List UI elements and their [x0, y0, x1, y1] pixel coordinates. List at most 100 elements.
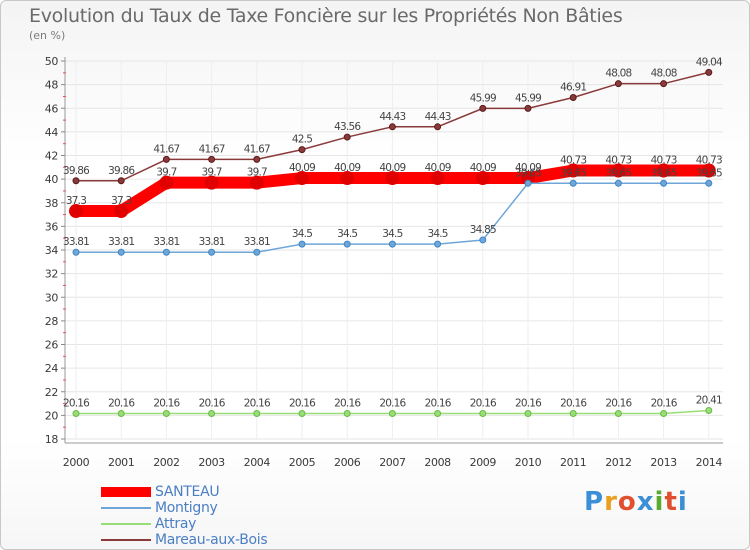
data-label-santeau: 37.3 — [111, 195, 131, 207]
data-point-mareau-aux-bois — [388, 123, 396, 131]
data-label-attray: 20.41 — [696, 395, 722, 407]
y-tick-label: 28 — [45, 315, 59, 328]
data-label-attray: 20.16 — [244, 397, 271, 409]
data-label-attray: 20.16 — [63, 397, 90, 409]
data-point-mareau-aux-bois — [343, 133, 351, 141]
data-point-montigny — [208, 248, 216, 256]
data-label-attray: 20.16 — [425, 397, 452, 409]
data-point-mareau-aux-bois — [72, 177, 80, 185]
x-tick-label: 2010 — [515, 456, 542, 469]
y-tick-label: 42 — [45, 150, 58, 163]
data-point-attray — [388, 409, 396, 417]
legend-swatch — [101, 487, 151, 497]
y-tick-label: 18 — [45, 433, 59, 446]
data-point-montigny — [343, 240, 351, 248]
logo-letter: t — [664, 487, 678, 517]
data-point-montigny — [388, 240, 396, 248]
logo-letter: P — [584, 487, 605, 517]
y-tick-label: 36 — [45, 220, 59, 233]
data-label-santeau: 39.7 — [202, 167, 222, 179]
data-point-santeau — [114, 204, 129, 219]
y-tick-label: 24 — [45, 362, 59, 375]
data-point-montigny — [705, 179, 713, 187]
data-point-montigny — [524, 179, 532, 187]
y-tick-label: 38 — [45, 197, 59, 210]
data-label-montigny: 39.65 — [651, 167, 677, 179]
x-tick-label: 2000 — [63, 456, 90, 469]
legend-swatch — [101, 523, 151, 525]
proxiti-logo: Proxiti — [584, 487, 688, 517]
unit-label: (en %) — [29, 29, 66, 42]
x-tick-label: 2002 — [153, 456, 179, 469]
data-point-attray — [614, 409, 622, 417]
data-label-mareau-aux-bois: 41.67 — [244, 143, 270, 155]
legend-label: SANTEAU — [155, 484, 220, 500]
data-point-attray — [117, 409, 125, 417]
y-tick-label: 40 — [45, 173, 59, 186]
legend-swatch — [101, 507, 151, 509]
y-tick-label: 32 — [45, 268, 58, 281]
data-label-montigny: 33.81 — [63, 236, 89, 248]
y-tick-label: 34 — [45, 244, 59, 257]
legend-swatch — [101, 539, 151, 541]
x-tick-label: 2014 — [696, 456, 723, 469]
data-label-santeau: 40.73 — [696, 155, 722, 167]
data-label-attray: 20.16 — [379, 397, 406, 409]
y-tick-label: 44 — [45, 126, 59, 139]
data-point-attray — [569, 409, 577, 417]
data-point-mareau-aux-bois — [253, 155, 261, 163]
data-label-mareau-aux-bois: 41.67 — [153, 143, 179, 155]
legend-item: SANTEAU — [101, 484, 267, 500]
data-point-mareau-aux-bois — [569, 94, 577, 102]
data-label-montigny: 34.5 — [382, 228, 402, 240]
data-point-attray — [208, 409, 216, 417]
data-label-montigny: 33.81 — [199, 236, 225, 248]
data-label-mareau-aux-bois: 44.43 — [379, 111, 405, 123]
data-label-attray: 20.16 — [605, 397, 632, 409]
data-label-attray: 20.16 — [470, 397, 497, 409]
data-point-montigny — [614, 179, 622, 187]
y-tick-label: 20 — [45, 409, 59, 422]
data-point-attray — [705, 407, 713, 415]
data-point-santeau — [159, 175, 174, 190]
data-label-attray: 20.16 — [334, 397, 361, 409]
data-label-attray: 20.16 — [199, 397, 226, 409]
data-point-santeau — [249, 175, 264, 190]
legend-label: Attray — [155, 516, 197, 532]
data-label-montigny: 33.81 — [244, 236, 270, 248]
data-point-mareau-aux-bois — [434, 123, 442, 131]
data-point-santeau — [204, 175, 219, 190]
data-point-santeau — [701, 163, 716, 178]
legend-label: Montigny — [155, 500, 218, 516]
logo-letter: i — [654, 487, 665, 517]
data-label-montigny: 39.65 — [560, 167, 586, 179]
data-label-mareau-aux-bois: 48.08 — [651, 68, 677, 80]
data-point-attray — [479, 409, 487, 417]
data-label-montigny: 39.65 — [515, 167, 541, 179]
data-point-attray — [434, 409, 442, 417]
data-label-santeau: 37.3 — [66, 195, 86, 207]
data-point-mareau-aux-bois — [660, 80, 668, 88]
legend-item: Montigny — [101, 500, 267, 516]
data-label-santeau: 40.73 — [651, 155, 677, 167]
data-point-santeau — [340, 171, 355, 186]
logo-letter: r — [604, 487, 618, 517]
data-point-mareau-aux-bois — [208, 155, 216, 163]
data-label-mareau-aux-bois: 46.91 — [560, 82, 586, 94]
data-point-mareau-aux-bois — [614, 80, 622, 88]
data-label-montigny: 33.81 — [153, 236, 179, 248]
data-label-santeau: 40.09 — [470, 162, 496, 174]
data-label-santeau: 40.09 — [289, 162, 315, 174]
data-label-mareau-aux-bois: 44.43 — [425, 111, 451, 123]
x-tick-label: 2012 — [605, 456, 631, 469]
data-label-attray: 20.16 — [515, 397, 542, 409]
data-label-mareau-aux-bois: 45.99 — [515, 92, 541, 104]
data-point-montigny — [298, 240, 306, 248]
x-tick-label: 2008 — [424, 456, 451, 469]
y-tick-label: 50 — [45, 55, 59, 68]
data-point-mareau-aux-bois — [705, 68, 713, 76]
data-point-attray — [72, 409, 80, 417]
data-point-attray — [298, 409, 306, 417]
